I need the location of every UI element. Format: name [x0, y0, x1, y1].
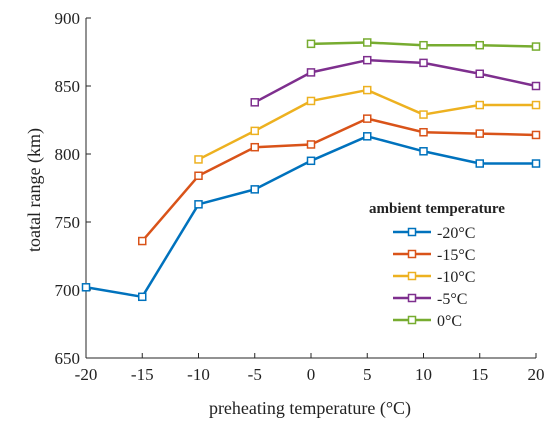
- x-tick-label: 15: [471, 365, 488, 384]
- legend-swatch-marker: [407, 249, 417, 259]
- series-0°C: [306, 38, 541, 51]
- data-point: [194, 155, 203, 164]
- y-axis-label: toatal range (km): [24, 128, 45, 252]
- data-point: [306, 68, 316, 77]
- data-point: [250, 185, 259, 194]
- legend-swatch-marker: [407, 271, 417, 281]
- data-point: [531, 130, 541, 140]
- data-point: [250, 126, 259, 136]
- legend-item: -5°C: [393, 291, 467, 308]
- data-point: [306, 156, 316, 166]
- y-tick-label: 900: [55, 9, 81, 28]
- series--20°C: [81, 132, 541, 302]
- data-point: [194, 200, 203, 209]
- data-point: [363, 132, 372, 141]
- y-tick-label: 700: [55, 281, 81, 300]
- data-point: [250, 98, 259, 107]
- legend-label: -20°C: [437, 225, 475, 242]
- data-point: [531, 81, 541, 91]
- data-point: [531, 100, 541, 110]
- data-point: [306, 140, 316, 149]
- data-point: [475, 40, 484, 50]
- x-tick-label: -5: [248, 365, 262, 384]
- y-tick-label: 800: [55, 145, 81, 164]
- data-point: [419, 110, 428, 119]
- series--10°C: [194, 85, 541, 164]
- legend-swatch-marker: [407, 315, 417, 325]
- legend-swatch-marker: [407, 293, 417, 303]
- data-point: [250, 142, 259, 152]
- x-tick-label: 10: [415, 365, 432, 384]
- data-point: [419, 40, 428, 50]
- legend-label: -15°C: [437, 247, 475, 264]
- x-tick-label: -10: [187, 365, 210, 384]
- data-point: [138, 292, 147, 302]
- data-point: [363, 38, 372, 47]
- x-tick-label: -20: [75, 365, 98, 384]
- data-point: [419, 127, 428, 137]
- data-point: [306, 39, 316, 49]
- legend-item: -10°C: [393, 269, 475, 286]
- legend-title: ambient temperature: [369, 201, 505, 217]
- legend-item: -20°C: [393, 225, 475, 242]
- data-point: [138, 236, 147, 246]
- data-point: [475, 100, 484, 110]
- x-axis-label: preheating temperature (°C): [209, 398, 411, 419]
- series-line: [254, 58, 537, 104]
- y-tick-label: 850: [55, 77, 81, 96]
- series--15°C: [138, 114, 541, 246]
- x-tick-label: -15: [131, 365, 154, 384]
- legend-item: 0°C: [393, 313, 462, 330]
- y-tick-label: 650: [55, 349, 81, 368]
- data-point: [419, 147, 428, 156]
- data-point: [363, 114, 372, 123]
- data-point: [531, 159, 541, 168]
- series-line: [141, 117, 537, 242]
- x-tick-label: 5: [363, 365, 372, 384]
- legend-swatch-marker: [407, 227, 417, 237]
- data-point: [306, 96, 316, 106]
- legend-label: -10°C: [437, 269, 475, 286]
- legend-label: -5°C: [437, 291, 467, 308]
- data-point: [475, 69, 484, 79]
- data-point: [475, 159, 484, 168]
- x-tick-label: 0: [307, 365, 316, 384]
- legend: ambient temperature -20°C -15°C -10°C -5°C 0°…: [369, 201, 505, 330]
- data-point: [419, 58, 428, 68]
- x-tick-label: 20: [528, 365, 545, 384]
- data-point: [475, 129, 484, 138]
- legend-label: 0°C: [437, 313, 462, 330]
- data-point: [81, 283, 91, 292]
- data-point: [363, 55, 372, 65]
- data-point: [194, 171, 203, 181]
- legend-item: -15°C: [393, 247, 475, 264]
- data-point: [363, 85, 372, 95]
- series--5°C: [250, 55, 541, 107]
- data-point: [531, 42, 541, 51]
- y-tick-label: 750: [55, 213, 81, 232]
